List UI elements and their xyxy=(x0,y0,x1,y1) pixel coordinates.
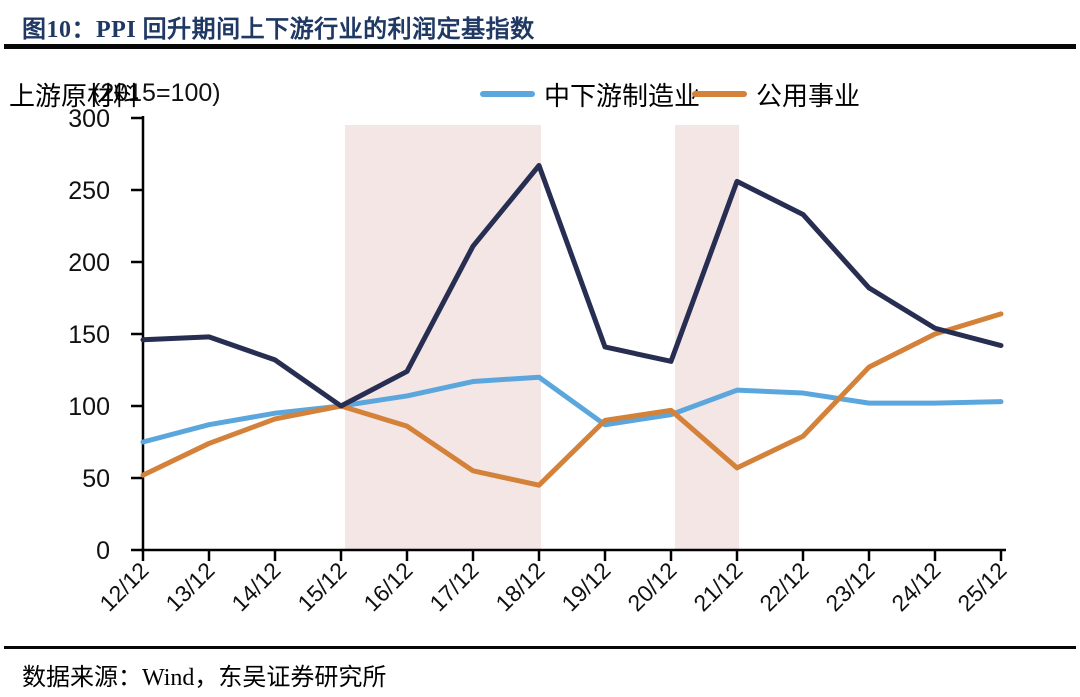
data-source-note: 数据来源：Wind，东吴证券研究所 xyxy=(22,665,387,691)
footer-divider-line xyxy=(4,646,1076,649)
chart-legend: (2015=100) 中下游制造业 公用事业 上游原材料 xyxy=(0,76,1080,112)
x-tick-label: 17/12 xyxy=(424,557,483,616)
legend-label: 上游原材料 xyxy=(9,81,140,111)
y-tick-label: 50 xyxy=(82,465,110,493)
y-tick-label: 150 xyxy=(68,321,110,349)
x-tick-label: 25/12 xyxy=(952,557,1011,616)
x-tick-label: 13/12 xyxy=(160,557,219,616)
x-tick-label: 14/12 xyxy=(226,557,285,616)
figure-title: 图10：PPI 回升期间上下游行业的利润定基指数 xyxy=(22,17,535,43)
y-tick-label: 0 xyxy=(96,537,110,565)
legend-item-utilities: 公用事业 xyxy=(692,76,860,112)
y-tick-label: 250 xyxy=(68,177,110,205)
legend-item-upstream: 上游原材料 xyxy=(0,76,139,112)
ppi-recovery-band xyxy=(345,125,541,550)
legend-item-midstream-downstream: 中下游制造业 xyxy=(480,76,700,112)
y-tick-label: 300 xyxy=(68,105,110,133)
legend-swatch-utilities xyxy=(692,91,747,97)
axis-unit-note: (2015=100) xyxy=(92,79,221,107)
x-tick-label: 12/12 xyxy=(94,557,153,616)
x-tick-label: 16/12 xyxy=(358,557,417,616)
legend-swatch-midstream-downstream xyxy=(480,91,535,97)
ppi-recovery-band xyxy=(675,125,739,550)
y-tick-label: 100 xyxy=(68,393,110,421)
series-line-midstream-downstream-manufacturing xyxy=(140,374,1004,445)
legend-label: 中下游制造业 xyxy=(544,81,701,111)
x-tick-label: 15/12 xyxy=(292,557,351,616)
x-tick-label: 21/12 xyxy=(688,557,747,616)
x-tick-label: 19/12 xyxy=(556,557,615,616)
legend-label: 公用事业 xyxy=(756,81,861,111)
series-line-upstream-raw-materials xyxy=(140,163,1004,409)
x-tick-label: 20/12 xyxy=(622,557,681,616)
x-tick-label: 22/12 xyxy=(754,557,813,616)
series-line-utilities xyxy=(140,311,1004,488)
x-tick-label: 18/12 xyxy=(490,557,549,616)
y-tick-label: 200 xyxy=(68,249,110,277)
x-tick-label: 24/12 xyxy=(886,557,945,616)
x-tick-label: 23/12 xyxy=(820,557,879,616)
title-divider-line xyxy=(4,44,1076,49)
